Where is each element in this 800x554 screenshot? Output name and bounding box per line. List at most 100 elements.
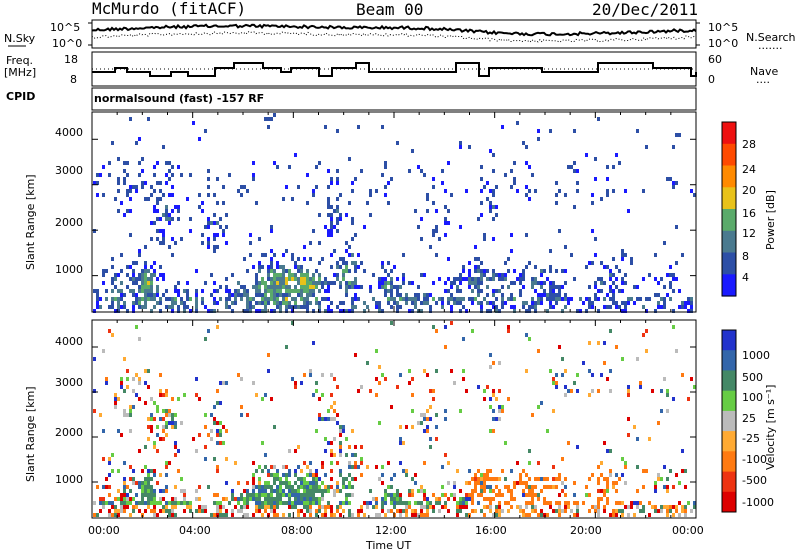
power-cell — [432, 201, 435, 205]
velocity-cell — [159, 373, 162, 377]
power-cell — [564, 305, 567, 309]
nsky-label: N.Sky — [4, 32, 36, 45]
power-cell — [168, 161, 171, 165]
velocity-cell — [294, 501, 297, 505]
velocity-cell — [117, 469, 120, 473]
velocity-cell — [498, 509, 501, 513]
velocity-cell — [519, 481, 522, 485]
power-cell — [294, 265, 297, 269]
velocity-cell — [276, 497, 279, 501]
velocity-cell — [162, 409, 165, 413]
power-cell — [663, 305, 666, 309]
power-cell — [600, 289, 603, 293]
power-cell — [180, 237, 183, 241]
velocity-cell — [453, 381, 456, 385]
power-cell — [627, 301, 630, 305]
velocity-cell — [117, 489, 120, 493]
velocity-cell — [150, 493, 153, 497]
velocity-cell — [498, 405, 501, 409]
velocity-cell — [276, 477, 279, 481]
velocity-cell — [222, 497, 225, 501]
velocity-cell — [606, 481, 609, 485]
velocity-cell — [309, 469, 312, 473]
velocity-cell — [162, 505, 165, 509]
power-cell — [141, 285, 144, 289]
power-cell — [213, 309, 216, 313]
power-cell — [492, 301, 495, 305]
velocity-cell — [552, 409, 555, 413]
power-cell — [345, 249, 348, 253]
velocity-cell — [531, 489, 534, 493]
velocity-cell — [168, 509, 171, 513]
velocity-cell — [294, 489, 297, 493]
velocity-cell — [174, 441, 177, 445]
velocity-cell — [585, 485, 588, 489]
power-cell — [336, 305, 339, 309]
velocity-cell — [657, 421, 660, 425]
vel-cbar-m100: -100 — [742, 453, 767, 466]
velocity-cell — [483, 477, 486, 481]
power-cell — [507, 257, 510, 261]
velocity-cell — [315, 501, 318, 505]
power-cell — [492, 289, 495, 293]
velocity-cell — [165, 409, 168, 413]
power-cell — [417, 297, 420, 301]
velocity-cell — [681, 469, 684, 473]
velocity-cell — [312, 473, 315, 477]
velocity-cell — [597, 513, 600, 517]
velocity-cell — [606, 501, 609, 505]
velocity-cell — [549, 369, 552, 373]
power-cell — [405, 301, 408, 305]
power-cell — [258, 281, 261, 285]
velocity-cell — [135, 325, 138, 329]
power-cell — [126, 173, 129, 177]
velocity-cell — [297, 489, 300, 493]
velocity-cell — [411, 477, 414, 481]
power-cell — [477, 281, 480, 285]
power-cell — [294, 301, 297, 305]
velocity-cell — [324, 417, 327, 421]
velocity-cell — [144, 369, 147, 373]
velocity-cell — [498, 389, 501, 393]
power-cell — [669, 281, 672, 285]
power-cell — [396, 301, 399, 305]
freq-frame — [91, 51, 697, 87]
velocity-cell — [126, 385, 129, 389]
power-cell — [207, 193, 210, 197]
power-cell — [537, 293, 540, 297]
velocity-cell — [495, 477, 498, 481]
velocity-cell — [279, 501, 282, 505]
power-cell — [99, 173, 102, 177]
power-cell — [336, 273, 339, 277]
power-cell — [126, 161, 129, 165]
power-cell — [261, 253, 264, 257]
velocity-cell — [327, 501, 330, 505]
velocity-cell — [399, 441, 402, 445]
velocity-cell — [549, 501, 552, 505]
freq-label: Freq. — [6, 54, 34, 67]
power-cell — [246, 289, 249, 293]
power-cell — [318, 261, 321, 265]
power-cell — [450, 193, 453, 197]
velocity-cell — [183, 393, 186, 397]
power-cell — [111, 277, 114, 281]
power-cell — [525, 309, 528, 313]
power-cell — [660, 277, 663, 281]
power-cell — [123, 301, 126, 305]
power-cell — [672, 145, 675, 149]
velocity-cell — [300, 493, 303, 497]
power-cell — [213, 237, 216, 241]
power-cell — [114, 285, 117, 289]
power-cell — [330, 265, 333, 269]
velocity-cell — [282, 493, 285, 497]
power-cell — [261, 309, 264, 313]
power-cell — [171, 237, 174, 241]
velocity-cell — [582, 501, 585, 505]
velocity-cell — [531, 501, 534, 505]
velocity-cell — [264, 485, 267, 489]
power-cell — [285, 277, 288, 281]
power-cell — [447, 301, 450, 305]
velocity-cell — [642, 505, 645, 509]
velocity-cell — [162, 437, 165, 441]
velocity-cell — [231, 509, 234, 513]
